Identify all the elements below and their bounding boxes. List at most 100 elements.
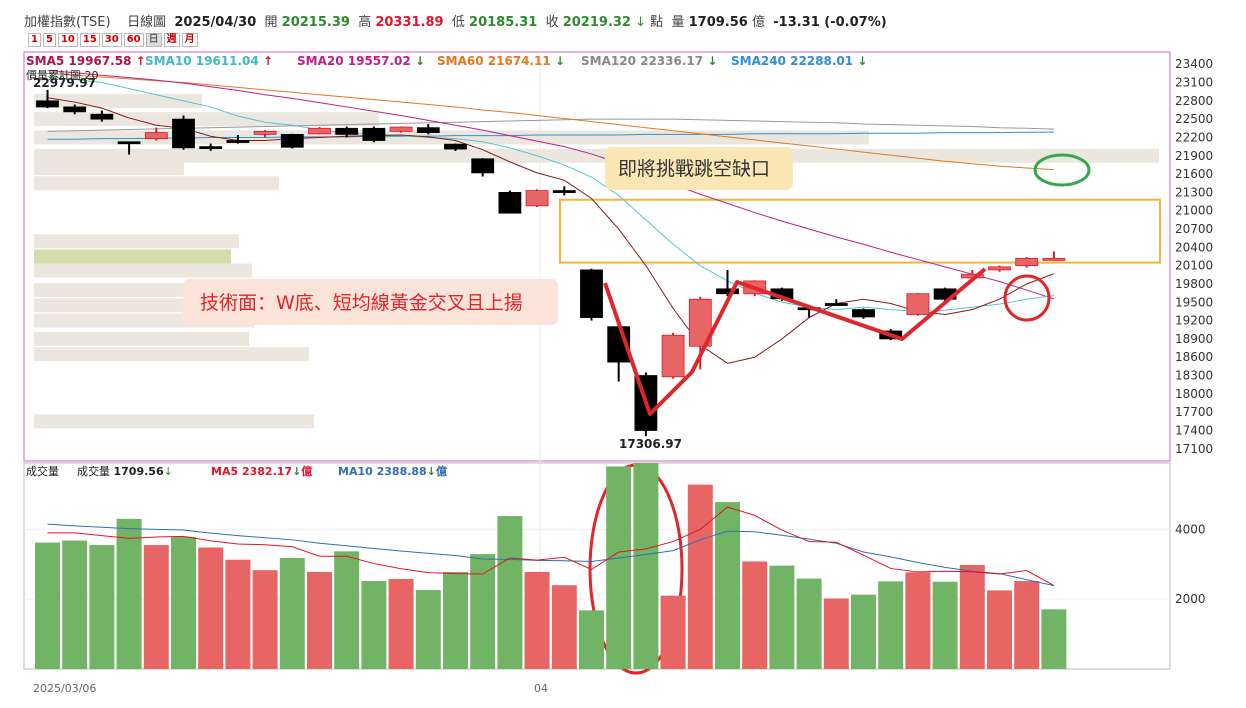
volume-bar <box>687 484 713 669</box>
ma-legend-sma60: SMA60 21674.11 ↓ <box>437 54 565 68</box>
volume-legend-part: 2388.88 <box>377 465 427 478</box>
ma-legend-sma120: SMA120 22336.17 ↓ <box>581 54 717 68</box>
volume-tick-label: 2000 <box>1175 592 1206 606</box>
price-tick-label: 23400 <box>1175 57 1213 71</box>
candle-body <box>988 266 1011 271</box>
volume-bar <box>307 571 332 669</box>
volume-bar <box>35 542 60 669</box>
period-button-1[interactable]: 1 <box>28 33 41 47</box>
volume-bar <box>198 547 224 669</box>
period-button-30[interactable]: 30 <box>101 33 122 47</box>
volume-profile-label: 價量累計圖 20 <box>26 68 99 82</box>
ma-legend-sma20: SMA20 19557.02 ↓ <box>297 54 425 68</box>
change-value: -13.31 (-0.07%) <box>773 15 887 30</box>
x-axis-label: 04 <box>534 682 548 695</box>
volume-legend-part: MA5 <box>211 465 242 478</box>
volume-bar <box>171 537 196 669</box>
volume-legend-part: ↓ <box>427 465 436 478</box>
period-button-日[interactable]: 日 <box>145 33 162 47</box>
candle-body <box>416 127 440 133</box>
volume-bar <box>769 565 795 669</box>
candle-body <box>1015 257 1039 267</box>
volume-legend-part: 1709.56 <box>114 465 164 478</box>
period-buttons: 1 5 10 15 30 60 日週月 <box>28 33 198 47</box>
ma-legend-name: SMA5 <box>26 54 68 68</box>
ma-legend-arrow-icon: ↓ <box>857 54 867 68</box>
price-tick-label: 19200 <box>1175 314 1213 328</box>
volume-bar <box>742 561 768 669</box>
gap-label-text: 即將挑戰跳空缺口 <box>618 158 770 180</box>
x-axis-label: 2025/03/06 <box>33 682 96 695</box>
ma-legend-value: 19967.58 <box>68 54 131 68</box>
price-tick-label: 18300 <box>1175 369 1213 383</box>
volume-bar <box>62 540 88 669</box>
period-button-10[interactable]: 10 <box>57 33 78 47</box>
price-tick-label: 21600 <box>1175 167 1213 181</box>
sma240-line <box>47 131 1054 140</box>
period-button-週[interactable]: 週 <box>163 33 180 47</box>
index-name: 加權指數(TSE) <box>24 15 111 30</box>
w-bottom-label-box <box>183 279 558 325</box>
volume-bar <box>252 570 278 669</box>
volume-bar <box>279 557 305 669</box>
price-tick-label: 21900 <box>1175 149 1213 163</box>
open-value: 20215.39 <box>281 15 350 30</box>
candle-body <box>716 288 739 295</box>
volume-legend-part: 億 <box>301 464 312 478</box>
volume-bar <box>1014 581 1040 669</box>
period-button-60[interactable]: 60 <box>123 33 144 47</box>
w-bottom-label-text: 技術面：W底、短均線黃金交叉且上揚 <box>200 292 523 314</box>
price-tick-label: 23100 <box>1175 76 1213 90</box>
volume-bar <box>443 571 468 669</box>
period-button-15[interactable]: 15 <box>79 33 100 47</box>
volume-bar <box>225 559 251 669</box>
ma-legend-name: SMA60 <box>437 54 488 68</box>
period-button-5[interactable]: 5 <box>42 33 56 47</box>
period-button-月[interactable]: 月 <box>181 33 198 47</box>
golden-cross-circle <box>1003 274 1051 322</box>
high-label: 高 <box>358 15 372 30</box>
volume-bar <box>987 590 1012 669</box>
ma-legend-name: SMA20 <box>297 54 348 68</box>
sma5-line <box>47 97 1055 364</box>
open-label: 開 <box>264 15 278 30</box>
volume-ma10-line <box>47 523 1055 587</box>
candle-body <box>852 309 875 318</box>
volume-bar <box>823 598 849 669</box>
close-label: 收 <box>545 15 559 30</box>
volume-bar <box>497 516 523 669</box>
w-bottom-line <box>603 267 987 416</box>
candle-body <box>199 146 223 150</box>
volume-legend-part: ↓ <box>164 465 173 478</box>
price-tick-label: 21000 <box>1175 204 1213 218</box>
volume-legend-part: MA10 <box>338 465 377 478</box>
candle-body <box>117 141 141 145</box>
ma-legend-name: SMA240 <box>731 54 790 68</box>
candle-body <box>90 113 114 120</box>
volume-bar <box>116 518 142 669</box>
sma60-line <box>47 72 1054 171</box>
volume-bar <box>470 554 496 669</box>
volume-unit: 億 <box>751 15 765 30</box>
sma10-line <box>47 75 1054 312</box>
point-unit: 點 <box>650 15 664 30</box>
ma-legend-value: 19611.04 <box>196 54 259 68</box>
volume-bar <box>796 578 822 669</box>
volume-profile-bar <box>34 263 252 278</box>
candle-body <box>906 293 930 315</box>
candle-body <box>253 130 277 135</box>
price-tick-label: 18600 <box>1175 350 1213 364</box>
low-price-label: 17306.97 <box>619 437 682 451</box>
close-value: 20219.32 <box>562 15 631 30</box>
price-tick-label: 18000 <box>1175 387 1213 401</box>
ma-legend-sma5: SMA5 19967.58 ↑ <box>26 54 146 68</box>
volume-label: 量 <box>671 15 685 30</box>
quote-header: 加權指數(TSE) 日線圖 2025/04/30 開 20215.39 高 20… <box>24 11 887 30</box>
candle-body <box>308 127 331 135</box>
candle-body <box>552 190 576 193</box>
volume-bar <box>932 581 958 669</box>
high-value: 20331.89 <box>375 15 444 30</box>
sma120-line <box>47 118 1054 132</box>
sma20-line <box>47 69 1055 300</box>
